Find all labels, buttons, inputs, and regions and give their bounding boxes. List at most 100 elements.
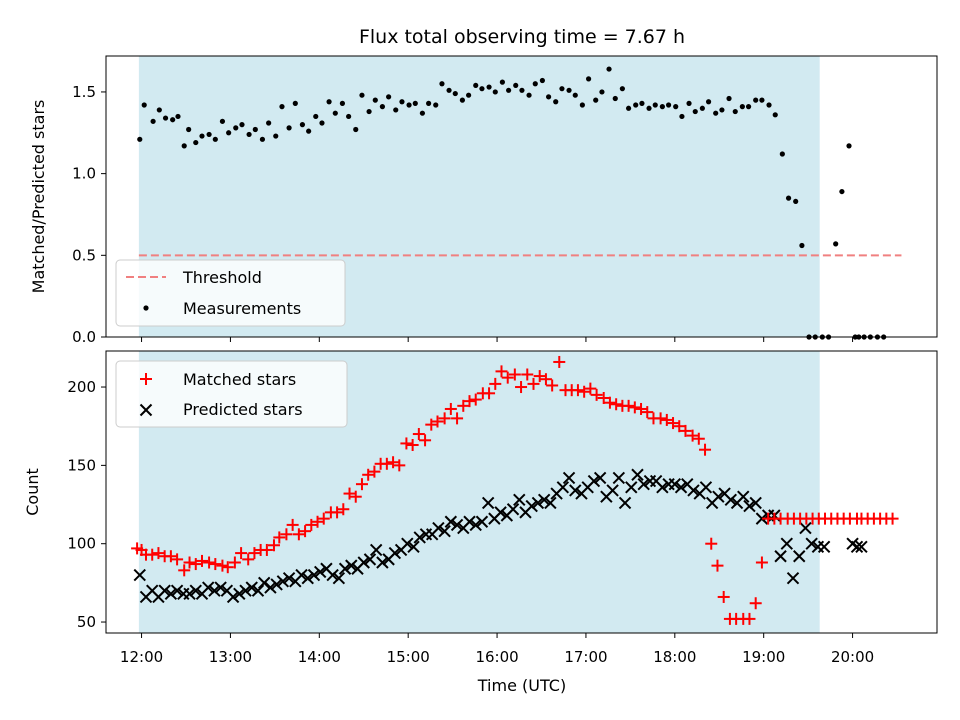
bottom-axes-frame — [105, 350, 938, 634]
measurement-point — [713, 110, 719, 116]
predicted-star-point — [749, 496, 762, 510]
matched-star-point — [610, 398, 623, 411]
predicted-star-point — [413, 531, 426, 544]
predicted-star-point — [625, 481, 638, 494]
measurement-point — [526, 92, 532, 98]
predicted-star-point — [233, 587, 246, 601]
predicted-star-point — [855, 540, 868, 554]
predicted-star-point — [755, 512, 769, 525]
measurement-point — [799, 242, 805, 249]
measurement-point — [606, 66, 612, 72]
matched-star-point — [711, 559, 724, 572]
measurement-point — [439, 81, 445, 87]
measurement-point — [346, 113, 352, 120]
measurement-point — [566, 87, 572, 93]
predicted-star-point — [817, 540, 831, 554]
matched-star-point — [686, 429, 699, 442]
matched-star-point — [571, 384, 584, 397]
matched-star-point — [189, 558, 202, 571]
measurement-point — [286, 125, 292, 131]
predicted-star-point — [475, 515, 489, 528]
measurement-point — [619, 86, 625, 92]
predicted-star-point — [251, 584, 265, 597]
measurement-point — [486, 84, 492, 90]
matched-star-point — [425, 418, 438, 431]
x-tick-label: 12:00 — [120, 648, 163, 666]
matched-star-point — [178, 564, 191, 577]
predicted-star-point — [295, 568, 308, 582]
matched-star-point — [584, 382, 597, 395]
predicted-star-point — [544, 496, 557, 510]
matched-star-point — [260, 543, 273, 556]
predicted-star-point — [562, 471, 576, 485]
measurement-point — [559, 86, 565, 92]
matched-star-point — [248, 547, 261, 560]
matched-star-point — [654, 412, 667, 425]
measurement-point — [466, 92, 472, 98]
measurement-point — [226, 130, 232, 136]
top-axes-frame — [105, 55, 938, 338]
bottom-y-tick-label: 200 — [67, 378, 96, 396]
predicted-star-point — [208, 584, 221, 597]
predicted-star-point — [239, 584, 252, 597]
measurement-point — [150, 118, 156, 124]
predicted-star-point — [593, 471, 607, 485]
predicted-star-point — [469, 518, 482, 532]
matched-star-point — [195, 554, 208, 567]
matched-star-point — [469, 393, 482, 406]
predicted-star-point — [780, 537, 794, 550]
top-panel: 0.0 0.5 1.0 1.5 Matched/Predicted stars Thr… — [29, 55, 938, 346]
measurement-point — [379, 104, 386, 110]
matched-star-point — [717, 590, 730, 603]
measurement-point — [313, 113, 319, 120]
measurement-point — [412, 100, 418, 106]
x-tick-label: 15:00 — [387, 648, 430, 666]
matched-star-point — [553, 355, 566, 368]
x-tick-label: 13:00 — [209, 648, 252, 666]
measurement-point — [785, 195, 792, 201]
predicted-star-point — [332, 571, 346, 585]
matched-star-point — [578, 385, 591, 398]
matched-star-point — [667, 417, 680, 430]
matched-star-point — [343, 487, 356, 500]
x-tick-label: 18:00 — [653, 648, 696, 666]
measurement-point — [219, 118, 226, 124]
matched-star-point — [755, 556, 768, 569]
predicted-star-point — [202, 581, 215, 594]
matched-star-point — [406, 439, 419, 451]
bottom-y-axis: 50 100 150 200 — [67, 378, 106, 631]
predicted-star-point — [606, 484, 619, 497]
matched-star-point — [235, 547, 248, 560]
matched-star-point — [628, 401, 641, 414]
legend-matched-marker — [140, 373, 152, 385]
measurement-point — [252, 126, 258, 133]
matched-star-point — [444, 402, 457, 415]
measurement-point — [532, 81, 538, 87]
measurement-point — [339, 100, 346, 106]
predicted-star-point — [513, 493, 526, 507]
measurement-point — [513, 82, 519, 89]
predicted-star-point — [257, 576, 271, 590]
predicted-star-point — [531, 496, 545, 510]
measurement-point — [739, 104, 745, 110]
measurement-point — [506, 87, 512, 93]
predicted-star-point — [525, 499, 538, 513]
predicted-star-point — [743, 499, 756, 513]
measurement-point — [186, 126, 192, 133]
matched-star-point — [221, 561, 234, 574]
legend-predicted-marker — [139, 403, 153, 417]
legend-threshold-label: Threshold — [182, 268, 262, 287]
measurement-point — [279, 104, 285, 110]
matched-star-point — [164, 550, 177, 563]
counts-series — [131, 355, 899, 625]
predicted-star-point — [786, 571, 800, 585]
measurement-point — [699, 105, 705, 111]
measurement-point — [393, 107, 399, 113]
predicted-star-point — [612, 471, 626, 485]
matched-star-point — [171, 553, 184, 566]
x-tick-label: 19:00 — [742, 648, 785, 666]
predicted-star-point — [345, 559, 358, 572]
matched-star-point — [515, 381, 528, 394]
matched-star-point — [317, 512, 330, 525]
